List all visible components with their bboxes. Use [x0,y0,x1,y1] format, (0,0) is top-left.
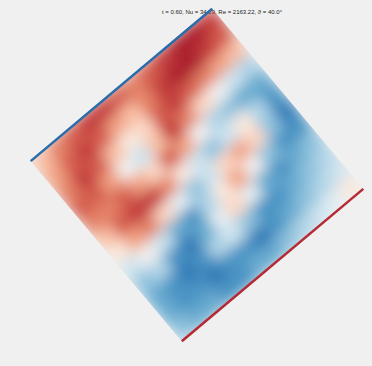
temperature-field [30,8,364,342]
title: t = 0.60, Nu = 34.19, Re = 2163.22, ϑ = … [162,9,283,15]
plot-area [30,8,364,342]
figure: t = 0.60, Nu = 34.19, Re = 2163.22, ϑ = … [0,0,372,366]
hot-plate [182,189,364,341]
cell-domain [29,7,364,342]
cold-plate [31,9,213,161]
cell [335,174,364,203]
